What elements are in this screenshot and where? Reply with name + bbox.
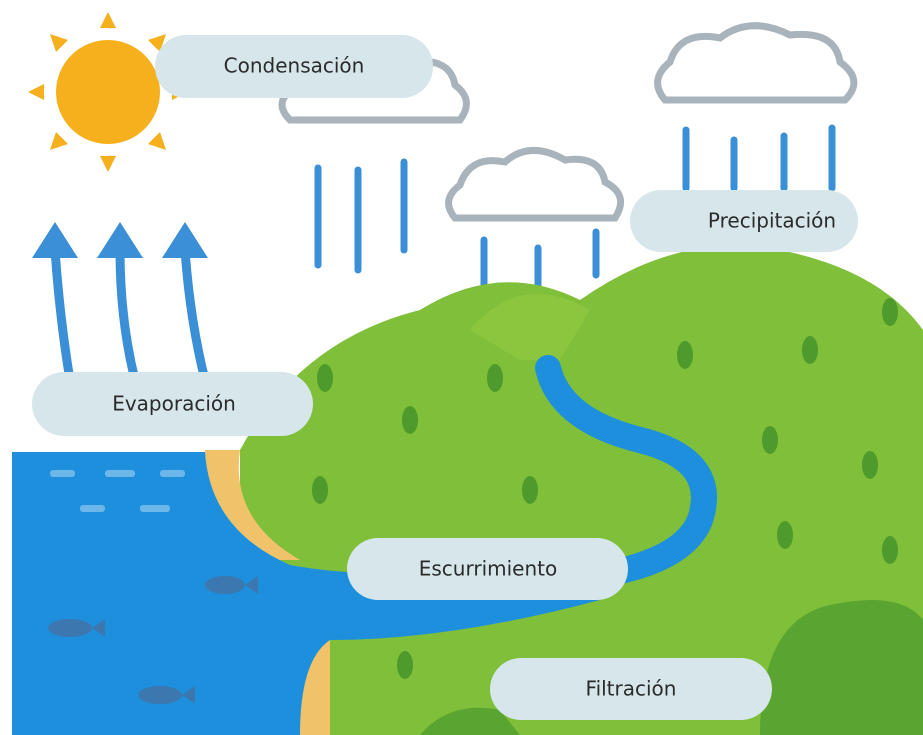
label-condensacion: Condensación	[155, 35, 433, 98]
label-text: Filtración	[586, 677, 677, 701]
cloud	[658, 26, 854, 100]
evaporation-arrows	[55, 250, 205, 380]
page: {"labels": ["Condensación", "Precipitaci…	[0, 0, 923, 735]
sun	[28, 12, 188, 172]
label-precipitacion: Precipitación	[630, 190, 858, 252]
cloud	[449, 150, 621, 218]
label-escurrimiento: Escurrimiento	[347, 538, 628, 600]
arrow-heads	[32, 222, 208, 258]
water-cycle-diagram: Condensación Precipitación Evaporación E…	[0, 0, 923, 735]
label-text: Evaporación	[112, 392, 236, 416]
label-evaporacion: Evaporación	[32, 372, 313, 436]
label-text: Escurrimiento	[419, 557, 557, 581]
label-text: Precipitación	[708, 209, 836, 233]
label-filtracion: Filtración	[490, 658, 772, 720]
label-text: Condensación	[224, 54, 365, 78]
